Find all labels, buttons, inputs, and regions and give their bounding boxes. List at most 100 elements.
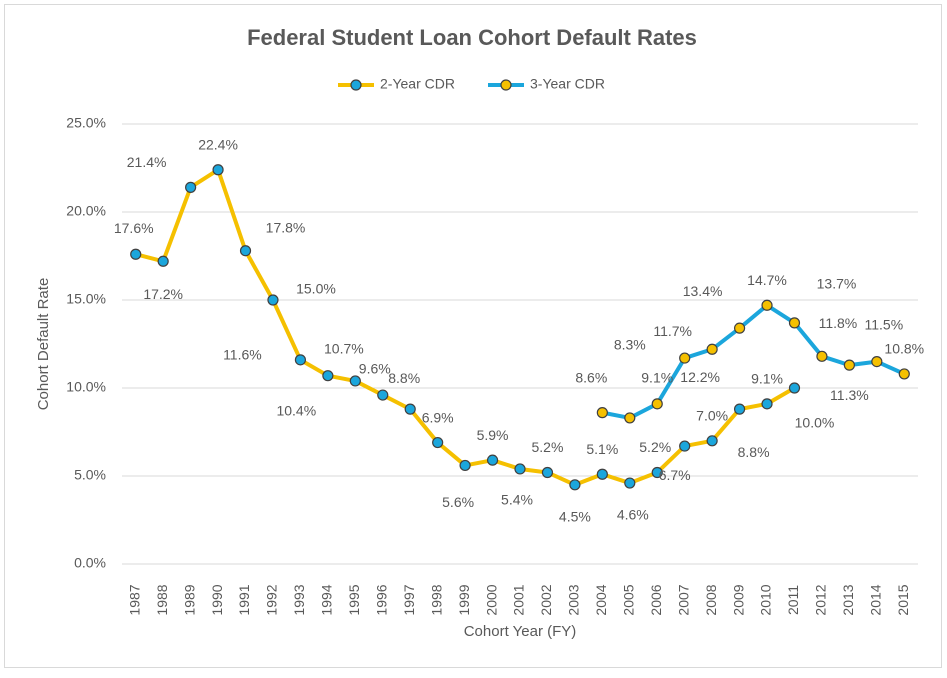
legend-label: 2-Year CDR bbox=[380, 76, 455, 92]
data-point bbox=[898, 368, 910, 380]
data-label: 5.4% bbox=[501, 492, 533, 508]
data-point bbox=[679, 352, 691, 364]
data-label: 9.1% bbox=[641, 370, 673, 386]
data-label: 8.8% bbox=[388, 370, 420, 386]
data-point bbox=[459, 459, 471, 472]
x-axis-title: Cohort Year (FY) bbox=[464, 623, 577, 640]
data-point bbox=[377, 389, 389, 401]
data-point bbox=[788, 382, 801, 394]
data-label: 8.8% bbox=[738, 444, 770, 460]
data-label: 22.4% bbox=[198, 136, 238, 152]
data-label: 10.0% bbox=[795, 415, 835, 431]
data-point bbox=[843, 359, 855, 371]
data-label: 8.6% bbox=[575, 369, 607, 385]
data-label: 11.7% bbox=[653, 323, 692, 339]
x-tick-label: 2012 bbox=[813, 584, 829, 615]
x-tick-label: 2005 bbox=[620, 584, 636, 615]
x-tick-label: 1989 bbox=[181, 584, 197, 615]
x-tick-label: 1999 bbox=[456, 584, 472, 615]
data-label: 17.2% bbox=[143, 286, 183, 302]
data-point bbox=[569, 479, 581, 491]
x-tick-label: 1994 bbox=[319, 584, 335, 615]
data-label: 10.8% bbox=[884, 341, 924, 357]
data-label: 15.0% bbox=[296, 281, 336, 297]
data-label: 5.6% bbox=[442, 494, 474, 510]
x-tick-label: 2006 bbox=[648, 584, 664, 615]
data-point bbox=[706, 435, 718, 447]
x-tick-label: 1987 bbox=[126, 584, 142, 615]
x-tick-label: 2010 bbox=[758, 584, 774, 615]
data-label: 11.5% bbox=[864, 316, 903, 332]
data-label: 9.6% bbox=[359, 361, 391, 377]
legend-label: 3-Year CDR bbox=[530, 76, 605, 92]
x-tick-label: 1995 bbox=[346, 584, 362, 615]
y-tick-label: 25.0% bbox=[66, 115, 106, 131]
data-point bbox=[788, 317, 801, 329]
data-label: 21.4% bbox=[127, 154, 167, 170]
data-point bbox=[761, 299, 773, 311]
data-point bbox=[679, 440, 691, 452]
data-point bbox=[404, 403, 416, 415]
data-label: 5.1% bbox=[586, 441, 618, 457]
data-point bbox=[349, 375, 361, 387]
data-label: 10.4% bbox=[276, 403, 316, 419]
data-label: 12.2% bbox=[680, 369, 720, 385]
x-tick-label: 1993 bbox=[291, 584, 307, 615]
y-tick-label: 5.0% bbox=[74, 467, 106, 483]
data-point bbox=[157, 255, 169, 267]
data-point bbox=[514, 463, 526, 475]
y-tick-label: 15.0% bbox=[66, 291, 106, 307]
x-tick-label: 2011 bbox=[785, 585, 801, 615]
x-tick-label: 2004 bbox=[593, 584, 609, 615]
x-tick-label: 2003 bbox=[566, 584, 582, 615]
data-label: 17.6% bbox=[114, 220, 154, 236]
x-tick-label: 2007 bbox=[675, 584, 691, 615]
data-label: 4.6% bbox=[617, 507, 649, 523]
data-point bbox=[185, 181, 197, 193]
data-point bbox=[733, 403, 746, 415]
data-point bbox=[761, 398, 773, 410]
data-point bbox=[322, 370, 334, 382]
x-tick-label: 1997 bbox=[401, 584, 417, 615]
data-point bbox=[294, 354, 307, 366]
data-label: 5.2% bbox=[639, 439, 671, 455]
data-point bbox=[816, 350, 828, 362]
data-label: 13.7% bbox=[817, 276, 857, 292]
x-tick-label: 2009 bbox=[730, 584, 746, 615]
data-label: 11.8% bbox=[819, 315, 858, 331]
data-point bbox=[706, 343, 718, 355]
data-label: 11.6% bbox=[223, 347, 262, 363]
data-label: 6.7% bbox=[659, 467, 691, 483]
x-tick-label: 1990 bbox=[209, 584, 225, 615]
data-label: 10.7% bbox=[324, 340, 364, 356]
y-tick-label: 10.0% bbox=[66, 379, 106, 395]
chart-title: Federal Student Loan Cohort Default Rate… bbox=[247, 25, 697, 50]
x-tick-label: 1992 bbox=[264, 584, 280, 615]
data-point bbox=[486, 454, 499, 466]
data-point bbox=[267, 294, 279, 306]
data-point bbox=[651, 466, 663, 479]
data-point bbox=[871, 356, 883, 368]
x-tick-label: 2015 bbox=[895, 584, 911, 615]
chart-border bbox=[4, 4, 942, 668]
y-tick-label: 20.0% bbox=[66, 203, 106, 219]
x-tick-label: 2000 bbox=[483, 584, 499, 615]
x-tick-label: 2008 bbox=[703, 584, 719, 615]
data-point bbox=[541, 466, 554, 479]
data-label: 9.1% bbox=[751, 371, 783, 387]
data-label: 14.7% bbox=[747, 272, 787, 288]
data-point bbox=[596, 407, 608, 419]
data-point bbox=[239, 245, 252, 257]
y-axis-title: Cohort Default Rate bbox=[35, 278, 52, 411]
data-point bbox=[624, 477, 636, 489]
data-point bbox=[130, 248, 142, 260]
data-label: 8.3% bbox=[614, 337, 646, 353]
x-tick-label: 2014 bbox=[868, 584, 884, 615]
data-point bbox=[596, 468, 608, 480]
data-label: 4.5% bbox=[559, 509, 591, 525]
data-point bbox=[733, 322, 746, 334]
x-tick-label: 1998 bbox=[428, 584, 444, 615]
x-tick-label: 1988 bbox=[154, 584, 170, 615]
